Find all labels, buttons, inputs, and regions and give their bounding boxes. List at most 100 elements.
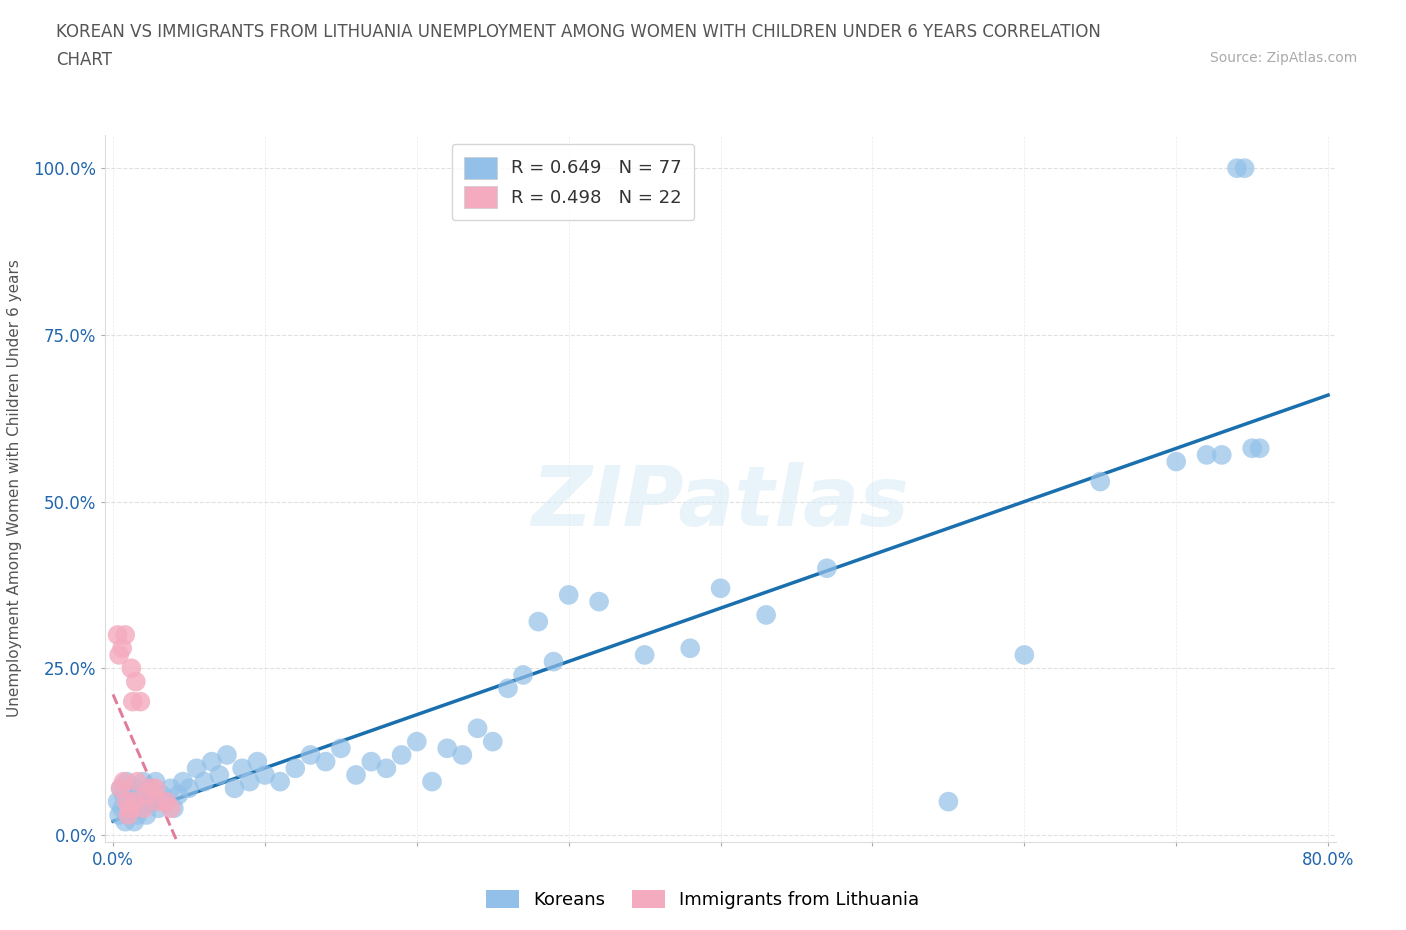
Point: [167, 788, 190, 803]
Point: [224, 781, 246, 796]
Point: [299, 748, 322, 763]
Point: [239, 774, 262, 789]
Point: [329, 741, 352, 756]
Point: [938, 794, 960, 809]
Point: [131, 788, 153, 803]
Point: [193, 774, 215, 789]
Point: [155, 794, 177, 809]
Point: [132, 801, 155, 816]
Text: KOREAN VS IMMIGRANTS FROM LITHUANIA UNEMPLOYMENT AMONG WOMEN WITH CHILDREN UNDER: KOREAN VS IMMIGRANTS FROM LITHUANIA UNEM…: [56, 23, 1101, 41]
Text: Source: ZipAtlas.com: Source: ZipAtlas.com: [1209, 51, 1357, 65]
Point: [138, 781, 160, 796]
Point: [110, 781, 132, 796]
Point: [159, 801, 181, 816]
Point: [127, 774, 149, 789]
Point: [1249, 441, 1271, 456]
Point: [129, 694, 152, 709]
Point: [344, 767, 367, 782]
Point: [107, 628, 129, 643]
Point: [117, 807, 139, 822]
Point: [112, 788, 135, 803]
Point: [172, 774, 194, 789]
Point: [125, 674, 148, 689]
Point: [436, 741, 458, 756]
Point: [145, 774, 167, 789]
Y-axis label: Unemployment Among Women with Children Under 6 years: Unemployment Among Women with Children U…: [7, 259, 22, 717]
Point: [121, 788, 143, 803]
Point: [114, 628, 136, 643]
Point: [132, 774, 155, 789]
Point: [679, 641, 702, 656]
Point: [360, 754, 382, 769]
Point: [150, 788, 173, 803]
Point: [124, 814, 146, 829]
Point: [186, 761, 208, 776]
Point: [121, 694, 143, 709]
Point: [527, 614, 550, 629]
Point: [120, 801, 142, 816]
Point: [1211, 447, 1233, 462]
Point: [375, 761, 398, 776]
Point: [114, 814, 136, 829]
Point: [451, 748, 474, 763]
Point: [633, 647, 655, 662]
Point: [1226, 161, 1249, 176]
Point: [112, 774, 135, 789]
Point: [215, 748, 238, 763]
Point: [127, 807, 149, 822]
Point: [124, 794, 146, 809]
Point: [269, 774, 291, 789]
Point: [107, 794, 129, 809]
Point: [246, 754, 269, 769]
Point: [108, 647, 131, 662]
Point: [110, 781, 132, 796]
Point: [231, 761, 253, 776]
Point: [115, 794, 138, 809]
Point: [134, 794, 156, 809]
Point: [111, 801, 134, 816]
Point: [118, 801, 141, 816]
Point: [118, 794, 141, 809]
Point: [420, 774, 443, 789]
Point: [201, 754, 224, 769]
Point: [208, 767, 231, 782]
Point: [496, 681, 519, 696]
Legend: R = 0.649   N = 77, R = 0.498   N = 22: R = 0.649 N = 77, R = 0.498 N = 22: [451, 144, 695, 220]
Point: [128, 794, 150, 809]
Point: [108, 807, 131, 822]
Point: [148, 794, 170, 809]
Point: [253, 767, 276, 782]
Point: [115, 774, 138, 789]
Point: [405, 734, 427, 749]
Point: [155, 794, 177, 809]
Point: [117, 807, 139, 822]
Point: [467, 721, 489, 736]
Point: [588, 594, 610, 609]
Point: [709, 581, 731, 596]
Point: [315, 754, 337, 769]
Text: ZIPatlas: ZIPatlas: [531, 462, 910, 543]
Point: [125, 781, 148, 796]
Point: [557, 588, 579, 603]
Point: [1233, 161, 1256, 176]
Point: [148, 801, 170, 816]
Point: [755, 607, 778, 622]
Point: [543, 654, 565, 669]
Point: [177, 781, 200, 796]
Legend: Koreans, Immigrants from Lithuania: Koreans, Immigrants from Lithuania: [479, 883, 927, 916]
Point: [1195, 447, 1218, 462]
Point: [111, 641, 134, 656]
Point: [145, 781, 167, 796]
Point: [139, 781, 162, 796]
Text: CHART: CHART: [56, 51, 112, 69]
Point: [512, 668, 534, 683]
Point: [141, 794, 163, 809]
Point: [120, 661, 142, 676]
Point: [159, 781, 181, 796]
Point: [1014, 647, 1036, 662]
Point: [815, 561, 838, 576]
Point: [481, 734, 503, 749]
Point: [1090, 474, 1112, 489]
Point: [1166, 454, 1188, 469]
Point: [1241, 441, 1264, 456]
